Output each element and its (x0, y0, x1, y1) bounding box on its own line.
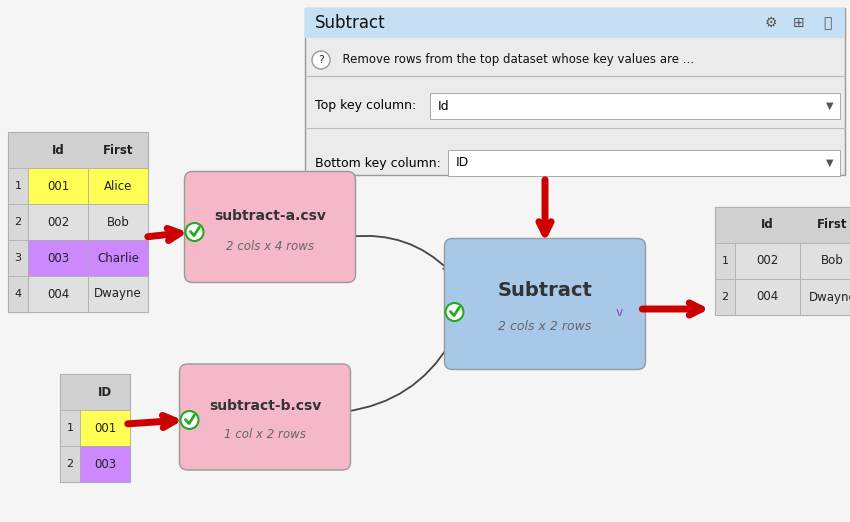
Text: 2: 2 (14, 217, 21, 227)
Text: Id: Id (52, 144, 65, 157)
Text: Dwayne: Dwayne (808, 291, 850, 303)
Text: subtract-b.csv: subtract-b.csv (209, 399, 321, 413)
FancyBboxPatch shape (8, 168, 28, 204)
FancyBboxPatch shape (60, 374, 130, 482)
FancyBboxPatch shape (445, 239, 645, 370)
FancyBboxPatch shape (8, 240, 28, 276)
FancyBboxPatch shape (715, 207, 850, 315)
Text: 003: 003 (94, 457, 116, 470)
Text: ▼: ▼ (826, 158, 834, 168)
FancyBboxPatch shape (305, 8, 845, 175)
Circle shape (445, 303, 463, 321)
FancyBboxPatch shape (88, 240, 148, 276)
Text: First: First (817, 219, 847, 231)
Text: 004: 004 (47, 288, 69, 301)
Text: Subtract: Subtract (315, 14, 386, 32)
Text: 002: 002 (756, 255, 779, 267)
FancyBboxPatch shape (179, 364, 350, 470)
FancyBboxPatch shape (715, 207, 850, 243)
FancyBboxPatch shape (28, 240, 88, 276)
FancyBboxPatch shape (28, 276, 88, 312)
FancyBboxPatch shape (28, 204, 88, 240)
Text: Dwayne: Dwayne (94, 288, 142, 301)
FancyBboxPatch shape (8, 276, 28, 312)
Text: 3: 3 (14, 253, 21, 263)
Text: 002: 002 (47, 216, 69, 229)
Text: 2 cols x 4 rows: 2 cols x 4 rows (226, 240, 314, 253)
FancyBboxPatch shape (8, 132, 148, 168)
Text: Alice: Alice (104, 180, 133, 193)
Text: 001: 001 (47, 180, 69, 193)
Circle shape (312, 51, 330, 69)
FancyBboxPatch shape (88, 204, 148, 240)
Text: 001: 001 (94, 421, 116, 434)
Text: ⊞: ⊞ (793, 16, 805, 30)
Text: Subtract: Subtract (497, 281, 592, 300)
FancyBboxPatch shape (184, 172, 355, 282)
Text: 2: 2 (66, 459, 74, 469)
FancyBboxPatch shape (8, 204, 28, 240)
Text: Id: Id (761, 219, 774, 231)
Text: First: First (103, 144, 133, 157)
Text: Charlie: Charlie (97, 252, 139, 265)
Text: Remove rows from the top dataset whose key values are ...: Remove rows from the top dataset whose k… (335, 53, 694, 66)
FancyBboxPatch shape (80, 410, 130, 446)
Text: ▼: ▼ (826, 101, 834, 111)
Text: 1: 1 (66, 423, 73, 433)
FancyBboxPatch shape (430, 93, 840, 119)
Text: 4: 4 (14, 289, 21, 299)
Text: 2: 2 (722, 292, 728, 302)
FancyBboxPatch shape (735, 279, 800, 315)
Text: ID: ID (98, 386, 112, 398)
FancyBboxPatch shape (60, 446, 80, 482)
Text: 003: 003 (47, 252, 69, 265)
Text: 2 cols x 2 rows: 2 cols x 2 rows (498, 321, 592, 334)
FancyBboxPatch shape (800, 279, 850, 315)
FancyBboxPatch shape (88, 168, 148, 204)
FancyBboxPatch shape (80, 446, 130, 482)
Text: 004: 004 (756, 291, 779, 303)
Text: Id: Id (438, 100, 450, 113)
FancyBboxPatch shape (715, 279, 735, 315)
FancyBboxPatch shape (8, 132, 148, 312)
Text: 1: 1 (14, 181, 21, 191)
Circle shape (185, 223, 203, 241)
Text: Bottom key column:: Bottom key column: (315, 157, 441, 170)
FancyBboxPatch shape (800, 243, 850, 279)
FancyBboxPatch shape (88, 276, 148, 312)
FancyBboxPatch shape (715, 243, 735, 279)
FancyBboxPatch shape (448, 150, 840, 176)
FancyBboxPatch shape (28, 168, 88, 204)
Text: ID: ID (456, 157, 469, 170)
Text: Bob: Bob (106, 216, 129, 229)
Text: ⚙: ⚙ (765, 16, 777, 30)
FancyBboxPatch shape (60, 374, 130, 410)
FancyBboxPatch shape (305, 8, 845, 38)
Text: 1: 1 (722, 256, 728, 266)
Text: ⤢: ⤢ (823, 16, 831, 30)
Circle shape (180, 411, 199, 429)
Text: Bob: Bob (821, 255, 844, 267)
Text: subtract-a.csv: subtract-a.csv (214, 209, 326, 222)
FancyBboxPatch shape (735, 243, 800, 279)
Text: ?: ? (318, 55, 324, 65)
FancyBboxPatch shape (60, 410, 80, 446)
Text: v: v (615, 305, 623, 318)
Text: Top key column:: Top key column: (315, 100, 416, 113)
Text: 1 col x 2 rows: 1 col x 2 rows (224, 429, 306, 442)
